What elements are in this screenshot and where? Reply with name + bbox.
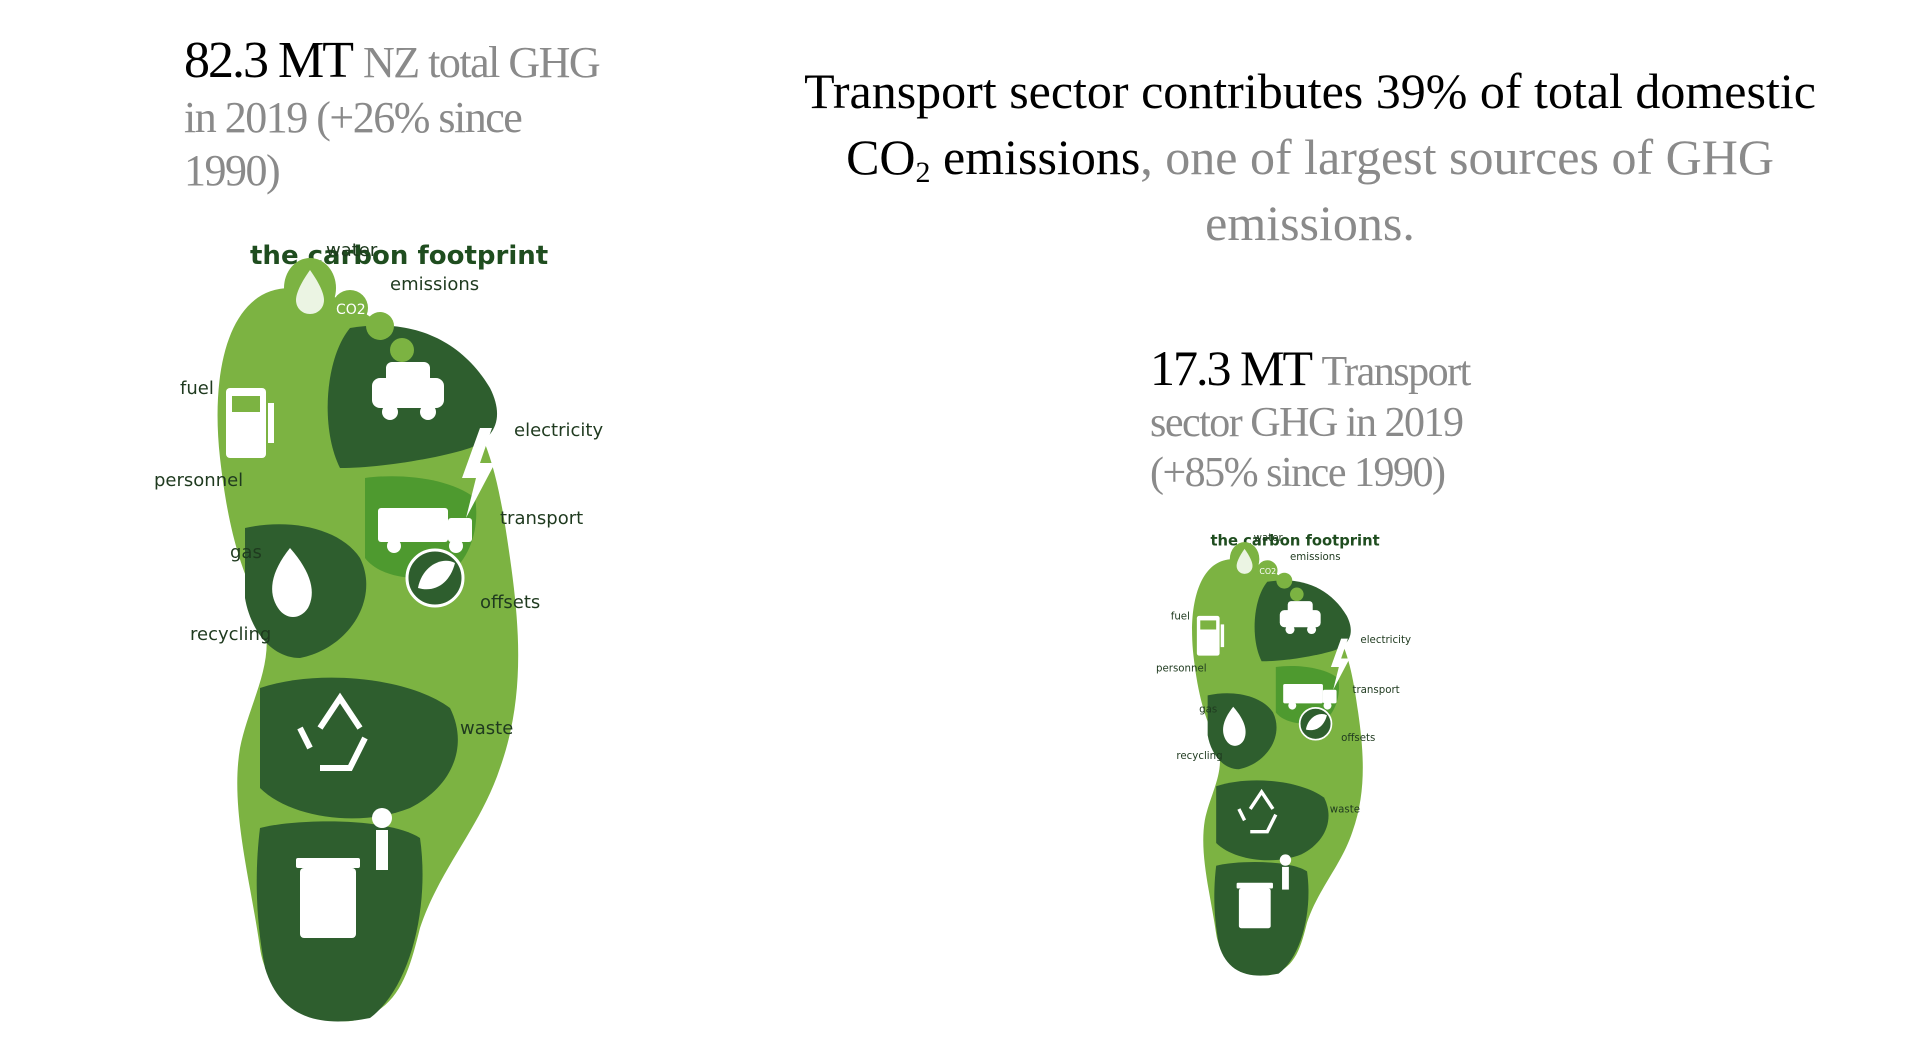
label-electricity: electricity xyxy=(514,420,603,441)
label-recycling: recycling xyxy=(190,624,271,645)
label-personnel: personnel xyxy=(154,470,243,491)
toe-emissions-small xyxy=(1257,560,1278,581)
total-ghg-description: NZ total GHG in 2019 (+26% since 1990) xyxy=(184,38,601,196)
label-offsets-small: offsets xyxy=(1341,733,1375,744)
label-water: water xyxy=(326,240,378,261)
label-transport-small: transport xyxy=(1352,685,1399,696)
headline-part1: Transport sector xyxy=(804,63,1129,119)
water-drop-icon xyxy=(296,270,324,314)
label-water-small: water xyxy=(1254,533,1284,544)
lightning-icon xyxy=(462,428,495,518)
headline-part2: contributes 39% of total domestic CO xyxy=(846,63,1816,185)
label-gas: gas xyxy=(230,542,262,563)
transport-ghg-value: 17.3 MT xyxy=(1150,340,1313,396)
total-ghg-stat: 82.3 MT NZ total GHG in 2019 (+26% since… xyxy=(184,30,624,198)
leaf-icon-small xyxy=(1298,707,1333,741)
fuel-pump-icon-small xyxy=(1196,615,1225,656)
toe-four-small xyxy=(1290,587,1304,602)
fuel-pump-icon xyxy=(226,388,274,458)
recycle-icon xyxy=(297,692,368,771)
label-personnel-small: personnel xyxy=(1156,664,1207,675)
transport-ghg-description: Transport sector GHG in 2019 (+85% since… xyxy=(1150,349,1471,497)
label-offsets: offsets xyxy=(480,592,540,613)
headline-part3: emissions xyxy=(930,129,1141,185)
headline-part4: , one of largest sources of GHG emission… xyxy=(1140,129,1774,251)
flame-icon xyxy=(272,548,312,617)
truck-icon xyxy=(378,508,472,553)
label-fuel: fuel xyxy=(180,378,214,399)
label-transport: transport xyxy=(500,508,583,529)
label-emissions: emissions xyxy=(390,274,479,295)
carbon-footprint-large-svg: the carbon footprint CO2 xyxy=(154,240,603,1022)
trash-bin-icon-small xyxy=(1236,854,1292,929)
carbon-footprint-small-svg: the carbon footprint CO2 xyxy=(1156,532,1411,976)
trash-bin-icon xyxy=(296,808,392,938)
toe-emissions xyxy=(332,290,368,326)
leaf-icon xyxy=(405,548,465,608)
label-electricity-small: electricity xyxy=(1360,635,1411,646)
car-icon xyxy=(372,362,444,420)
total-ghg-value: 82.3 MT xyxy=(184,32,354,89)
toe-four xyxy=(390,338,414,362)
label-gas-small: gas xyxy=(1199,704,1217,715)
flame-icon-small xyxy=(1223,706,1246,746)
water-drop-icon-small xyxy=(1236,548,1253,574)
co2-badge-icon: CO2 xyxy=(336,302,366,318)
toe-three xyxy=(366,312,394,340)
co2-badge-icon-small: CO2 xyxy=(1259,567,1276,576)
label-waste-small: waste xyxy=(1330,804,1360,815)
label-fuel-small: fuel xyxy=(1171,611,1190,622)
lightning-icon-small xyxy=(1330,638,1350,690)
carbon-footprint-large: the carbon footprint CO2 xyxy=(150,228,630,1038)
headline-subscript: 2 xyxy=(915,156,931,189)
transport-ghg-stat: 17.3 MT Transport sector GHG in 2019 (+8… xyxy=(1150,338,1530,499)
label-waste: waste xyxy=(460,718,513,739)
label-emissions-small: emissions xyxy=(1290,552,1341,563)
recycle-icon-small xyxy=(1237,788,1278,834)
toe-three-small xyxy=(1276,572,1293,589)
label-recycling-small: recycling xyxy=(1176,751,1222,762)
car-icon-small xyxy=(1279,601,1321,635)
truck-icon-small xyxy=(1283,684,1337,710)
carbon-footprint-small: the carbon footprint CO2 xyxy=(1150,525,1430,985)
headline: Transport sector contributes 39% of tota… xyxy=(760,58,1860,256)
